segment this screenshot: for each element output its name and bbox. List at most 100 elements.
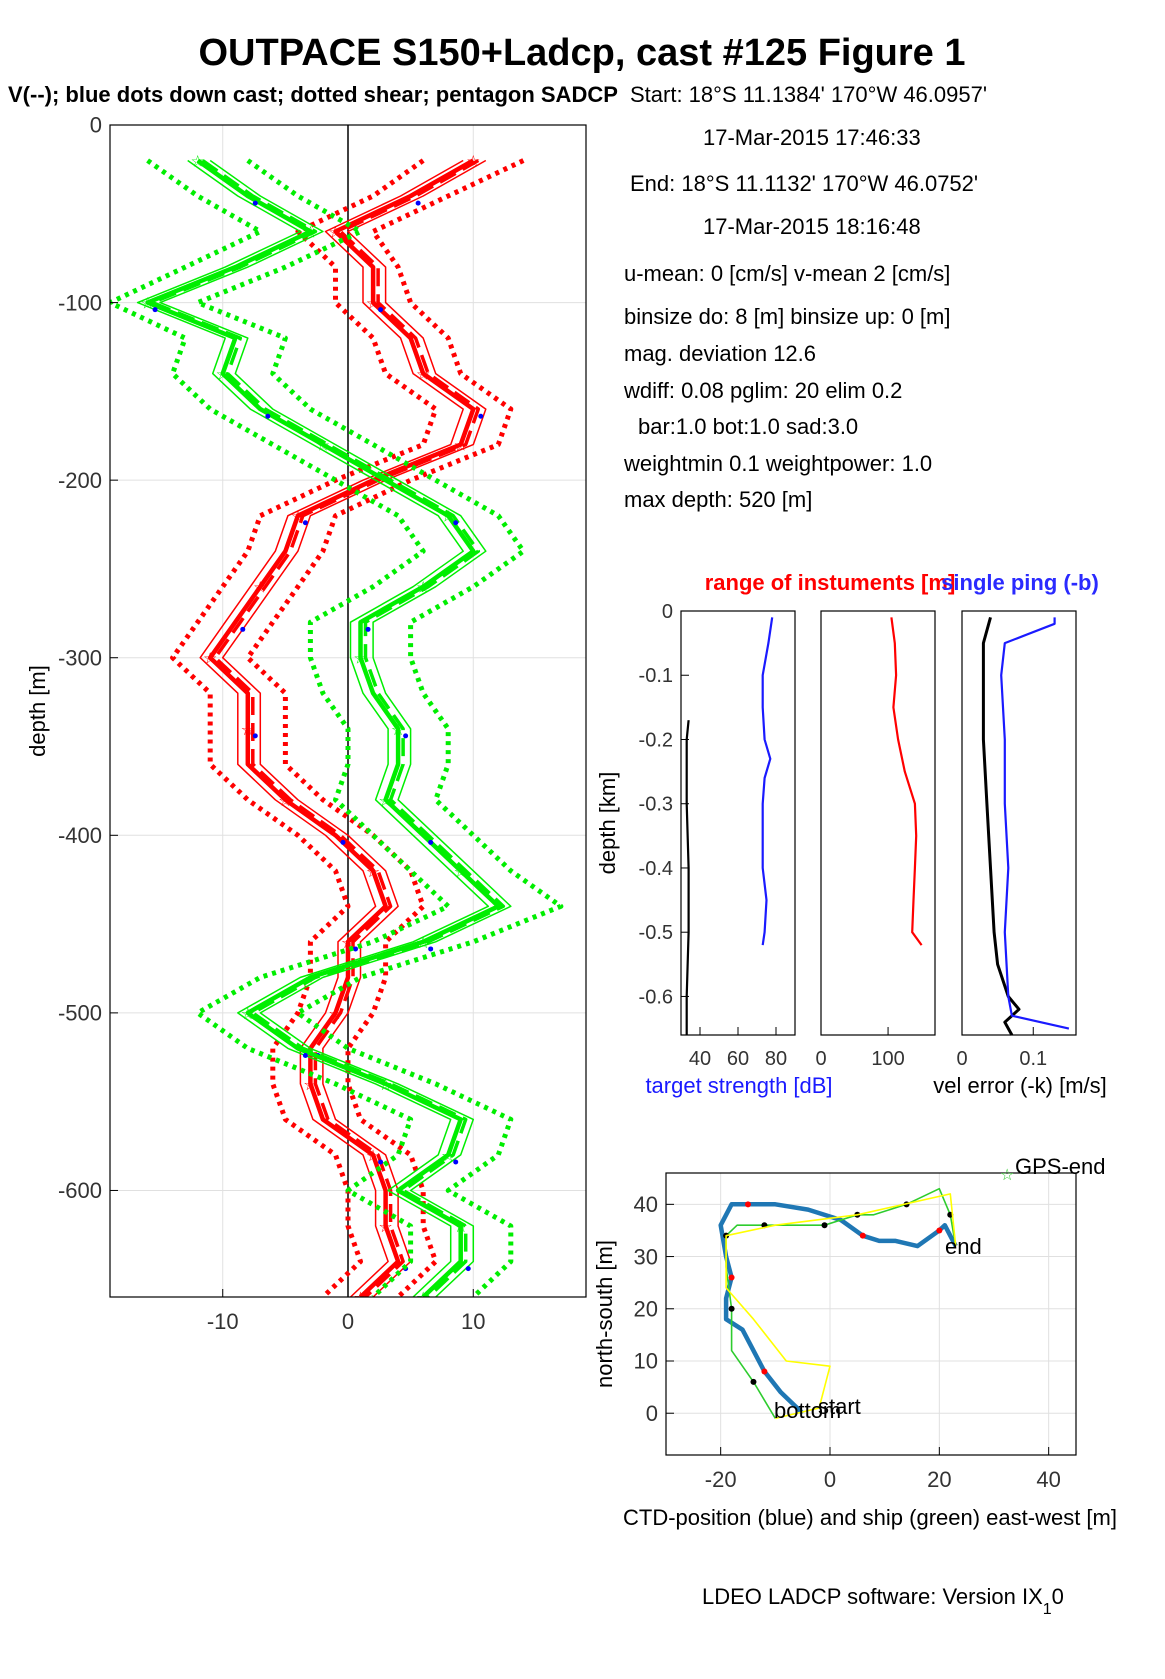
sadcp-marker: ☆ <box>454 1219 468 1236</box>
profile-line <box>981 617 1021 1036</box>
down-cast-dot <box>428 946 434 952</box>
down-cast-dot <box>378 1159 384 1165</box>
sadcp-marker: ☆ <box>303 1077 317 1094</box>
footer-text: LDEO LADCP software: Version IX <box>702 1584 1043 1609</box>
down-cast-dot <box>403 733 409 739</box>
x-tick-label: 0 <box>956 1048 967 1070</box>
info-line: mag. deviation 12.6 <box>624 341 816 366</box>
sadcp-marker: ☆ <box>366 296 380 313</box>
y-tick-label: -200 <box>58 468 102 493</box>
y-tick-label: -500 <box>58 1001 102 1026</box>
figure-title: OUTPACE S150+Ladcp, cast #125 Figure 1 <box>199 32 966 74</box>
velocity-line-thin <box>159 159 512 1297</box>
down-cast-dot <box>378 307 384 313</box>
depth-km-label: depth [km] <box>595 772 620 875</box>
y-tick-label: 0 <box>662 601 673 623</box>
down-cast-dot <box>340 839 346 845</box>
down-cast-dot <box>252 200 258 206</box>
velocity-line-thin <box>221 159 487 1297</box>
gps-end-marker: ☆ <box>1000 1167 1014 1184</box>
sadcp-marker: ☆ <box>191 154 205 171</box>
sadcp-marker: ☆ <box>466 154 480 171</box>
ship-fix-dot <box>750 1378 757 1385</box>
y-tick-label: -0.1 <box>639 665 673 687</box>
sadcp-marker: ☆ <box>203 651 217 668</box>
sadcp-marker: ☆ <box>353 651 367 668</box>
y-tick-label: -600 <box>58 1178 102 1203</box>
sadcp-marker: ☆ <box>328 225 342 242</box>
sadcp-marker: ☆ <box>140 296 154 313</box>
profile-line <box>761 617 774 946</box>
footer-tail: 0 <box>1052 1584 1064 1609</box>
position-label-start: start <box>818 1394 861 1419</box>
ctd-fix-dot <box>761 1368 768 1375</box>
x-tick-label: 10 <box>461 1309 485 1334</box>
position-label-gps-end: GPS-end <box>1015 1154 1106 1179</box>
x-tick-label: 0 <box>342 1309 354 1334</box>
sadcp-marker: ☆ <box>241 722 255 739</box>
x-tick-label: 40 <box>1036 1467 1060 1492</box>
y-tick-label: -300 <box>58 645 102 670</box>
x-tick-label: -20 <box>705 1467 737 1492</box>
down-cast-dot <box>152 307 158 313</box>
velocity-line-thin <box>199 159 464 1297</box>
track-line <box>725 1187 957 1419</box>
axes-frame <box>961 610 1077 1036</box>
sadcp-marker: ☆ <box>378 1077 392 1094</box>
ctd-fix-dot <box>745 1201 751 1208</box>
sadcp-marker: ☆ <box>378 793 392 810</box>
down-cast-dot <box>365 626 371 632</box>
position-label-bottom: bottom <box>774 1398 841 1423</box>
footer-subscript: 1 <box>1043 1601 1052 1618</box>
info-line: wdiff: 0.08 pglim: 20 elim 0.2 <box>623 378 902 403</box>
velocity-line-dashed <box>150 159 506 1297</box>
info-line: weightmin 0.1 weightpower: 1.0 <box>623 451 932 476</box>
y-tick-label: -0.2 <box>639 729 673 751</box>
axes-frame <box>665 1172 1077 1456</box>
sadcp-marker: ☆ <box>366 1148 380 1165</box>
sadcp-marker: ☆ <box>291 509 305 526</box>
sadcp-marker: ☆ <box>441 509 455 526</box>
shear-line <box>245 158 525 1297</box>
sadcp-marker: ☆ <box>454 864 468 881</box>
info-line: binsize do: 8 [m] binsize up: 0 [m] <box>624 304 951 329</box>
y-tick-label: 0 <box>90 113 102 138</box>
y-tick-label: 10 <box>634 1349 658 1374</box>
axes-background <box>962 611 1076 1035</box>
sadcp-marker: ☆ <box>278 793 292 810</box>
sadcp-marker: ☆ <box>366 864 380 881</box>
shear-line <box>110 158 451 1297</box>
sadcp-marker: ☆ <box>253 580 267 597</box>
ctd-fix-dot <box>936 1227 943 1234</box>
single-ping-title: single ping (-b) <box>941 570 1099 595</box>
sadcp-marker: ☆ <box>241 1006 255 1023</box>
down-cast-dot <box>478 413 484 419</box>
x-tick-label: 0 <box>824 1467 836 1492</box>
down-cast-dot <box>353 946 359 952</box>
sadcp-marker: ☆ <box>328 1006 342 1023</box>
info-line: max depth: 520 [m] <box>624 487 812 512</box>
ship-fix-dot <box>821 1222 828 1229</box>
axes-background <box>681 611 795 1035</box>
info-line: bar:1.0 bot:1.0 sad:3.0 <box>638 414 858 439</box>
sadcp-marker: ☆ <box>316 438 330 455</box>
ctd-fix-dot <box>728 1274 735 1281</box>
x-tick-label: 40 <box>689 1048 711 1070</box>
north-south-label: north-south [m] <box>592 1240 617 1388</box>
sadcp-marker: ☆ <box>416 580 430 597</box>
down-cast-dot <box>240 626 246 632</box>
y-tick-label: -0.3 <box>639 794 673 816</box>
range-panel: 0 100 <box>815 610 936 1070</box>
ship-fix-dot <box>728 1305 735 1312</box>
profile-line <box>890 617 923 946</box>
position-label-end: end <box>945 1234 982 1259</box>
sadcp-marker: ☆ <box>303 225 317 242</box>
down-cast-dot <box>265 413 271 419</box>
y-tick-label: -0.5 <box>639 922 673 944</box>
y-tick-label: 0 <box>646 1401 658 1426</box>
vel-error-panel: 0 0.1 single ping (-b) vel error (-k) [m/s] <box>933 570 1107 1098</box>
east-west-label: CTD-position (blue) and ship (green) eas… <box>623 1505 1117 1530</box>
info-line: 17-Mar-2015 18:16:48 <box>703 214 921 239</box>
down-cast-dot <box>453 1159 459 1165</box>
